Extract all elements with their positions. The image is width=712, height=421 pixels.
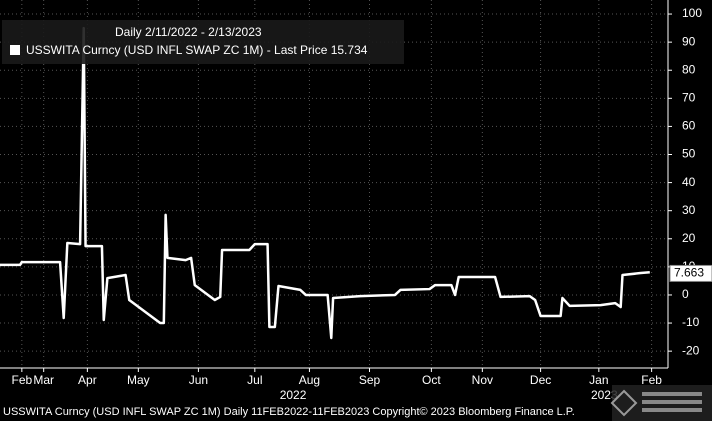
legend-title: Daily 2/11/2022 - 2/13/2023 (115, 25, 262, 39)
y-tick-label: 100 (682, 6, 702, 20)
x-tick-label: Dec (530, 373, 551, 387)
x-tick-label: May (127, 373, 150, 387)
legend-entry: USSWITA Curncy (USD INFL SWAP ZC 1M) - L… (26, 43, 368, 57)
footer: USSWITA Curncy (USD INFL SWAP ZC 1M) Dai… (3, 406, 575, 418)
y-tick-label: 30 (682, 203, 696, 217)
y-tick-label: 80 (682, 62, 696, 76)
watermark (610, 385, 712, 421)
x-tick-label: Feb (11, 373, 32, 387)
y-tick-label: 50 (682, 147, 696, 161)
last-value-label: 7.663 (674, 266, 704, 280)
y-tick-label: 70 (682, 90, 696, 104)
legend-swatch (10, 45, 20, 55)
y-tick-label: 40 (682, 175, 696, 189)
x-tick-label: Mar (33, 373, 54, 387)
x-tick-label: Sep (359, 373, 381, 387)
year-label: 2022 (280, 388, 307, 402)
legend-box (2, 20, 404, 64)
y-tick-label: 0 (682, 287, 689, 301)
y-tick-label: -20 (682, 343, 700, 357)
plot-area: -20-100102030405060708090100FebMarAprMay… (0, 0, 712, 402)
x-tick-label: Jun (189, 373, 208, 387)
last-value-box (669, 264, 712, 282)
x-tick-label: Aug (299, 373, 320, 387)
y-tick-label: 90 (682, 34, 696, 48)
x-tick-label: Nov (472, 373, 493, 387)
y-tick-label: 60 (682, 119, 696, 133)
y-tick-label: -10 (682, 315, 700, 329)
x-tick-label: Jul (247, 373, 262, 387)
x-tick-label: Feb (641, 373, 662, 387)
series-line (0, 26, 650, 340)
year-label: 2023 (591, 388, 618, 402)
x-tick-label: Apr (78, 373, 97, 387)
x-tick-label: Jan (589, 373, 608, 387)
y-tick-label: 20 (682, 231, 696, 245)
x-tick-label: Oct (422, 373, 441, 387)
